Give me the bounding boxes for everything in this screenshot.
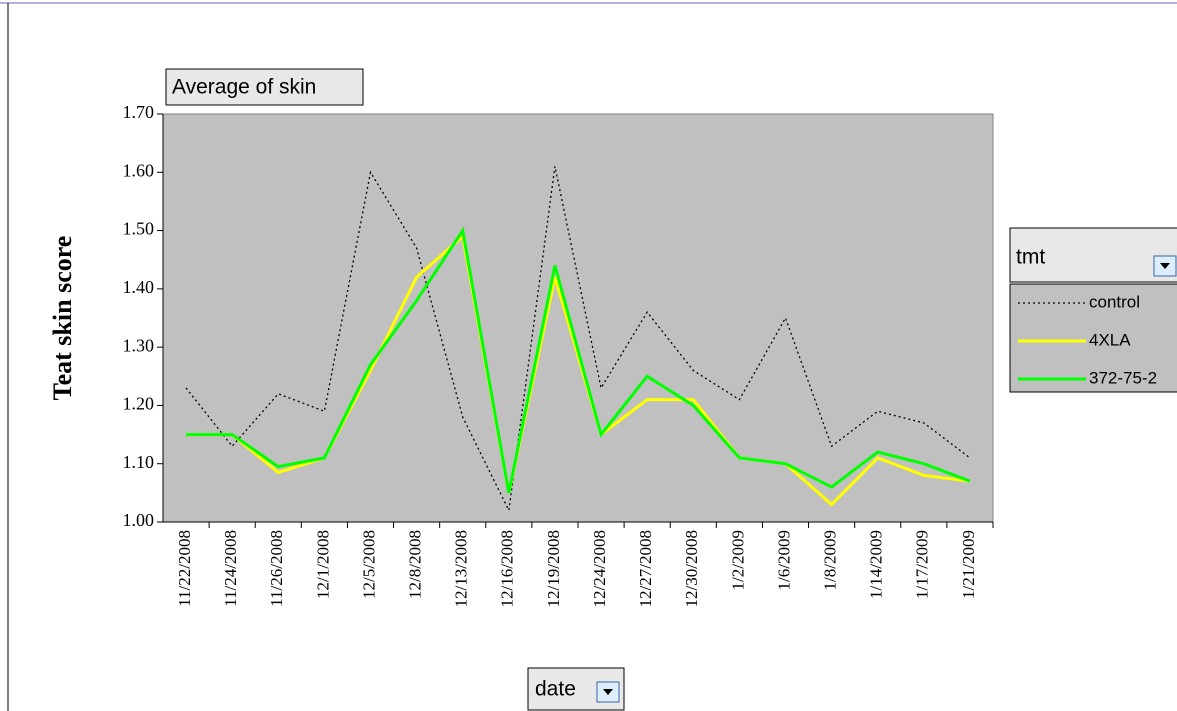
series-line: [185, 166, 971, 513]
y-tick-label: 1.60: [123, 160, 155, 180]
field-button-label: Average of skin: [172, 76, 316, 99]
x-axis-title: date: [535, 678, 576, 701]
legend-title-box: [1009, 227, 1177, 283]
plot-area: [162, 113, 994, 523]
x-tick-label: 11/24/2008: [221, 530, 240, 607]
y-tick-label: 1.10: [123, 452, 155, 472]
field-button[interactable]: [165, 68, 364, 106]
x-tick-label: 12/16/2008: [498, 530, 517, 607]
x-tick-label: 11/26/2008: [267, 530, 286, 607]
legend: [1009, 283, 1177, 393]
x-tick-label: 12/30/2008: [682, 530, 701, 607]
x-tick-label: 12/13/2008: [452, 530, 471, 607]
x-tick-label: 12/19/2008: [544, 530, 563, 607]
x-tick-label: 1/6/2009: [774, 530, 793, 590]
legend-label: 372-75-2: [1089, 368, 1157, 387]
legend-title: tmt: [1016, 246, 1045, 269]
y-tick-label: 1.00: [123, 510, 155, 530]
x-tick-label: 1/2/2009: [728, 530, 747, 590]
y-tick-label: 1.50: [123, 219, 155, 239]
series-line: [186, 226, 971, 494]
x-tick-label: 1/8/2009: [821, 530, 840, 590]
x-tick-label: 12/27/2008: [636, 530, 655, 607]
y-tick-label: 1.40: [123, 277, 155, 297]
y-tick-label: 1.20: [123, 394, 155, 414]
y-tick-label: 1.30: [123, 335, 155, 355]
y-axis-title: Teat skin score: [48, 236, 77, 401]
x-tick-label: 12/5/2008: [359, 530, 378, 599]
x-tick-label: 12/8/2008: [406, 530, 425, 599]
x-tick-label: 1/21/2009: [959, 530, 978, 599]
x-tick-label: 1/14/2009: [867, 530, 886, 599]
x-tick-label: 1/17/2009: [913, 530, 932, 599]
dropdown-arrow: [603, 689, 613, 695]
x-tick-label: 11/22/2008: [175, 530, 194, 607]
x-tick-label: 12/24/2008: [590, 530, 609, 607]
legend-label: 4XLA: [1089, 330, 1131, 349]
y-tick-label: 1.70: [123, 102, 155, 122]
x-tick-label: 12/1/2008: [313, 530, 332, 599]
legend-label: control: [1089, 292, 1140, 311]
dropdown-arrow: [1160, 263, 1170, 269]
